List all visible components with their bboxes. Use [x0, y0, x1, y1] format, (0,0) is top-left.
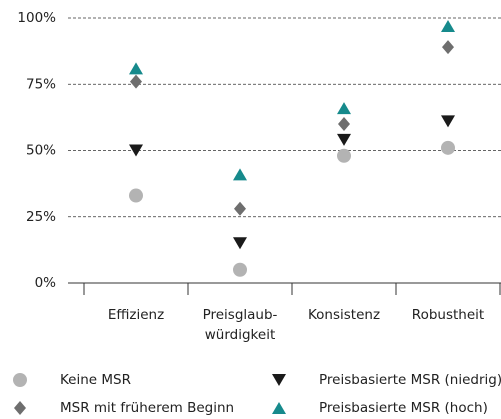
y-tick-label: 75%: [26, 76, 56, 92]
legend-marker: [272, 402, 286, 414]
point: [337, 148, 351, 163]
x-tick-label: Effizienz: [108, 307, 164, 323]
point: [233, 168, 247, 181]
y-tick-label: 50%: [26, 143, 56, 159]
x-tick-label: Preisglaub-würdigkeit: [203, 307, 278, 343]
legend-label: Preisbasierte MSR (hoch): [319, 400, 488, 416]
point: [442, 40, 454, 55]
point: [337, 133, 351, 146]
point: [338, 117, 350, 131]
point: [129, 144, 143, 157]
point: [129, 62, 143, 75]
point: [441, 19, 455, 32]
x-tick-label: Konsistenz: [308, 307, 380, 323]
y-tick-label: 25%: [26, 209, 56, 225]
legend-label: MSR mit früherem Beginn: [60, 400, 234, 416]
y-tick-label: 100%: [17, 10, 56, 26]
point: [233, 262, 247, 277]
legend-marker: [272, 374, 286, 386]
legend-label: Preisbasierte MSR (niedrig): [319, 372, 501, 388]
point: [441, 140, 455, 155]
legend-marker: [14, 401, 26, 415]
point: [130, 74, 142, 89]
point: [234, 201, 246, 216]
x-tick-label: Robustheit: [412, 307, 484, 323]
y-tick-label: 0%: [35, 275, 57, 291]
point: [233, 237, 247, 250]
point: [441, 115, 455, 128]
point: [337, 102, 351, 115]
legend-label: Keine MSR: [60, 372, 131, 388]
legend-marker: [13, 373, 27, 387]
point: [129, 188, 143, 203]
